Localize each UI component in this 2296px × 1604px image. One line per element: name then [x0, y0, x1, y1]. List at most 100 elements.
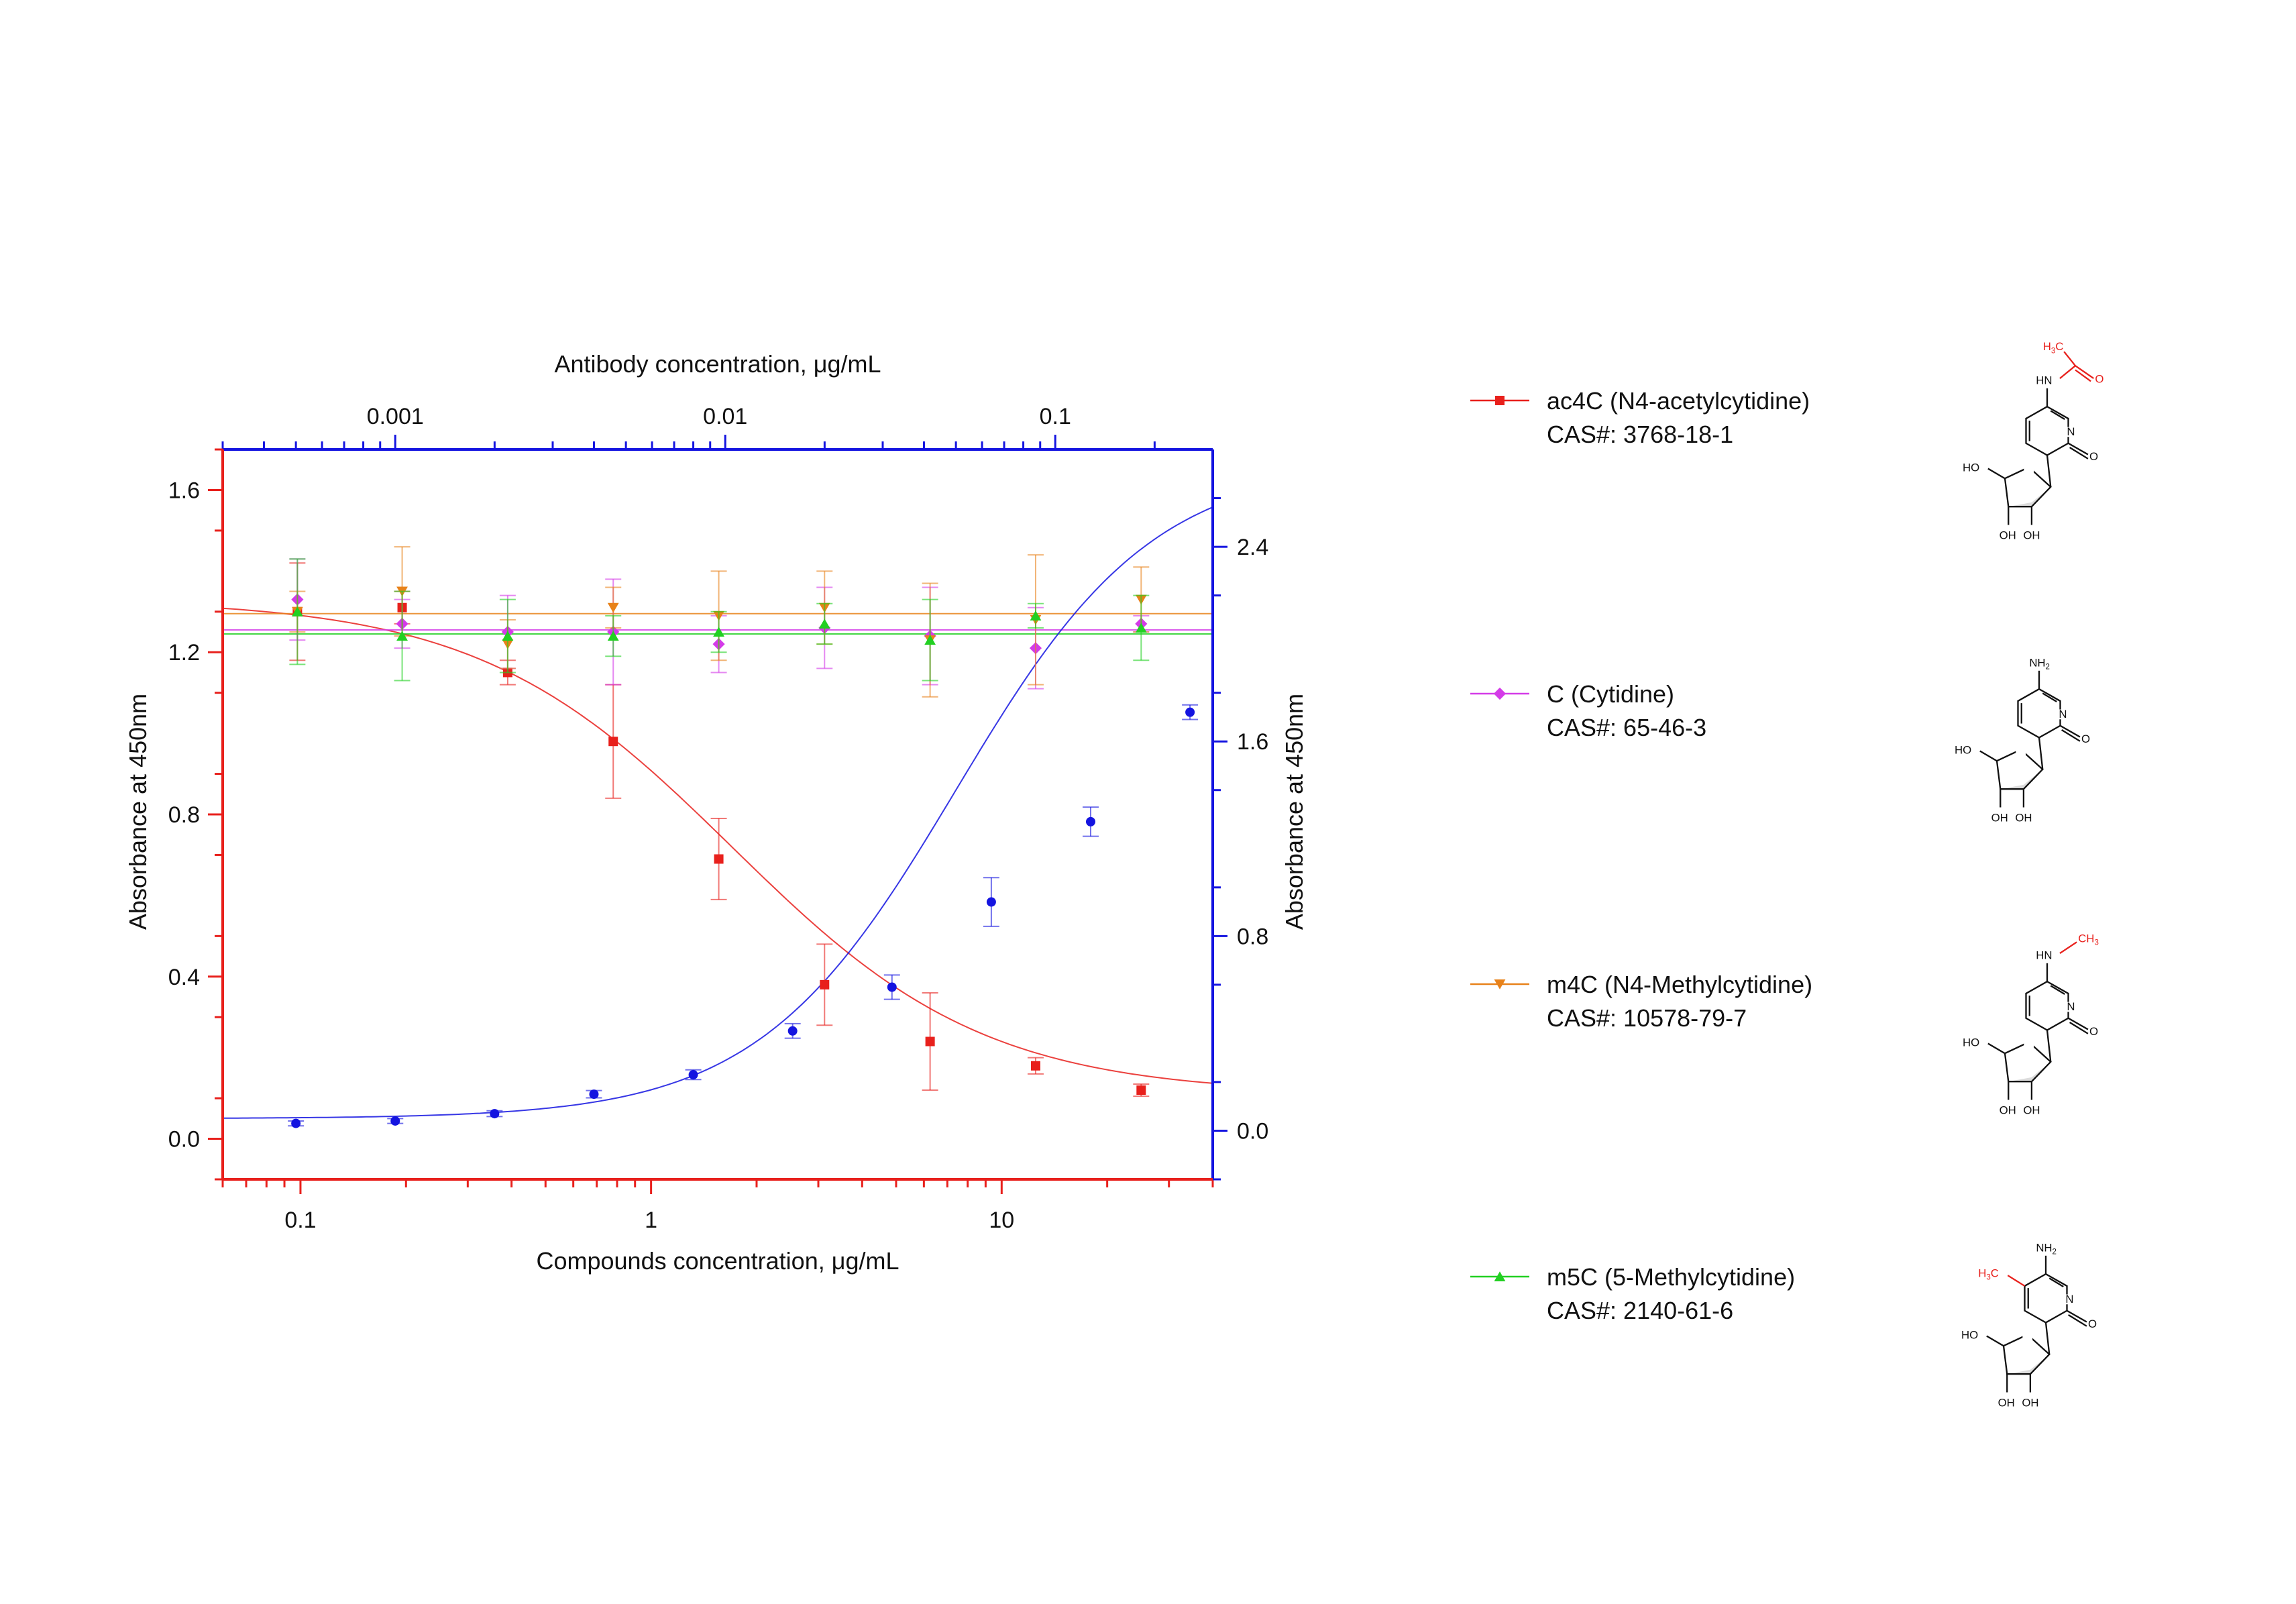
carbonyl-bond: [2066, 1309, 2087, 1323]
ring-double-bond: [2050, 985, 2065, 995]
data-point: [1030, 610, 1042, 621]
legend-cas: CAS#: 3768-18-1: [1547, 421, 1733, 448]
c5-bond: [1986, 1335, 2004, 1347]
acetyl-bond: [2059, 365, 2076, 379]
right-axis-tick-label: 0.8: [1237, 924, 1268, 949]
data-point: [396, 631, 408, 641]
legend-marker: [1493, 687, 1507, 700]
n3-label: N: [2067, 1000, 2075, 1013]
carbonyl-o-label: O: [2081, 733, 2090, 745]
bottom-axis-tick-label: 10: [989, 1208, 1014, 1233]
right-axis-tick-label: 0.0: [1237, 1118, 1268, 1144]
pyrimidine-ring: [2024, 1273, 2068, 1324]
left-axis-tick-label: 0.8: [168, 802, 200, 828]
oh-label: OH: [2022, 1397, 2038, 1409]
label-mask: [2063, 1294, 2074, 1305]
chart-axes: 0.1 1 10 0.001 0.01 0.1 0.0 0.4 0.8 1.2 1.6 0.0 0.8 1…: [168, 404, 1269, 1233]
top-axis-tick-label: 0.001: [367, 404, 424, 429]
data-point: [887, 982, 897, 992]
left-axis-tick-label: 0.0: [168, 1127, 200, 1153]
structure-ac4C: N O HO OH OH HN O H3C: [1963, 340, 2103, 541]
label-mask: [2024, 1036, 2034, 1048]
legend-label: ac4C (N4-acetylcytidine): [1547, 387, 1810, 415]
data-point: [1185, 707, 1195, 717]
ho-label: HO: [1963, 1036, 1979, 1049]
carbonyl-o-label: O: [2089, 1025, 2098, 1038]
substituent-label: H3C: [2043, 340, 2064, 355]
top-axis-tick-label: 0.01: [703, 404, 747, 429]
data-point: [714, 854, 724, 864]
structure-C: N O HO OH OH NH2: [1955, 657, 2090, 824]
legend-marker: [1494, 1271, 1506, 1281]
fit-curve-0: [222, 607, 1213, 1084]
data-point: [490, 1109, 500, 1119]
ring-double-bond: [2050, 410, 2065, 420]
legend: ac4C (N4-acetylcytidine) CAS#: 3768-18-1 N…: [1470, 340, 2103, 1409]
legend-marker: [1495, 396, 1505, 405]
label-mask: [2016, 744, 2026, 755]
ribose-ring: [1996, 749, 2044, 790]
fit-curve-4: [223, 506, 1213, 1119]
glycosidic-bond: [2046, 455, 2052, 487]
c5-bond: [1987, 1042, 2006, 1055]
carbonyl-bond: [2059, 725, 2081, 738]
ribose-ring: [2002, 1334, 2051, 1375]
data-point: [820, 979, 830, 990]
data-point: [291, 606, 303, 617]
ribose-wedge: [2000, 769, 2043, 790]
data-point: [1086, 816, 1096, 826]
carbonyl-bond: [2067, 1314, 2087, 1327]
oh-label: OH: [2023, 1104, 2040, 1117]
legend-label: C (Cytidine): [1547, 680, 1674, 708]
legend-cas: CAS#: 10578-79-7: [1547, 1004, 1747, 1032]
data-point: [924, 635, 936, 645]
substituent-label: CH3: [2078, 932, 2099, 947]
legend-item: m4C (N4-Methylcytidine) CAS#: 10578-79-7: [1470, 971, 1812, 1032]
carbonyl-bond: [2061, 729, 2081, 742]
n3-label: N: [2067, 425, 2075, 438]
label-mask: [2064, 427, 2075, 437]
ribose-ring: [2004, 466, 2052, 508]
c5-bond: [1979, 750, 1998, 762]
top-axis-tick-label: 0.1: [1040, 404, 1071, 429]
data-point: [986, 897, 996, 907]
data-point: [1135, 623, 1147, 633]
ho-label: HO: [1961, 1329, 1978, 1342]
bottom-axis-tick-label: 1: [645, 1208, 657, 1233]
carbonyl-bond: [2069, 1022, 2089, 1034]
ho-label: HO: [1955, 744, 1971, 757]
data-point: [1136, 1085, 1146, 1095]
bottom-axis-title: Compounds concentration, μg/mL: [536, 1247, 899, 1275]
amine-label: NH2: [2036, 1242, 2057, 1257]
oh-label: OH: [2000, 1104, 2016, 1117]
chart-marks: [222, 506, 1213, 1128]
amine-label: HN: [2036, 374, 2052, 387]
data-point: [713, 627, 724, 637]
oh-label: OH: [2000, 529, 2016, 542]
acetyl-carbonyl: [2075, 365, 2094, 380]
bottom-axis-tick-label: 0.1: [284, 1208, 316, 1233]
methyl-bond: [2007, 1275, 2026, 1287]
left-axis-tick-label: 0.4: [168, 965, 200, 990]
left-axis-tick-label: 1.2: [168, 640, 200, 665]
structure-m4C: N O HO OH OH HN CH3: [1963, 932, 2099, 1116]
right-axis-tick-label: 2.4: [1237, 535, 1268, 560]
legend-label: m5C (5-Methylcytidine): [1547, 1263, 1795, 1291]
carbonyl-o-label: O: [2089, 450, 2098, 463]
oh-label: OH: [1998, 1397, 2015, 1409]
c5-bond: [1987, 468, 2006, 480]
data-point: [608, 737, 618, 747]
carbonyl-bond: [2067, 442, 2089, 456]
data-point: [291, 1118, 301, 1128]
ho-label: HO: [1963, 462, 1979, 474]
right-axis-title: Absorbance at 450nm: [1280, 694, 1308, 930]
legend-item: m5C (5-Methylcytidine) CAS#: 2140-61-6: [1470, 1263, 1795, 1324]
ribose-ring: [2004, 1041, 2052, 1083]
data-point: [925, 1036, 935, 1047]
legend-label: m4C (N4-Methylcytidine): [1547, 971, 1812, 998]
oh-label: OH: [1991, 812, 2008, 824]
carbonyl-bond: [2069, 447, 2089, 460]
glycosidic-bond: [2046, 1030, 2052, 1062]
n3-label: N: [2065, 1293, 2073, 1305]
glycosidic-bond: [2038, 737, 2044, 769]
